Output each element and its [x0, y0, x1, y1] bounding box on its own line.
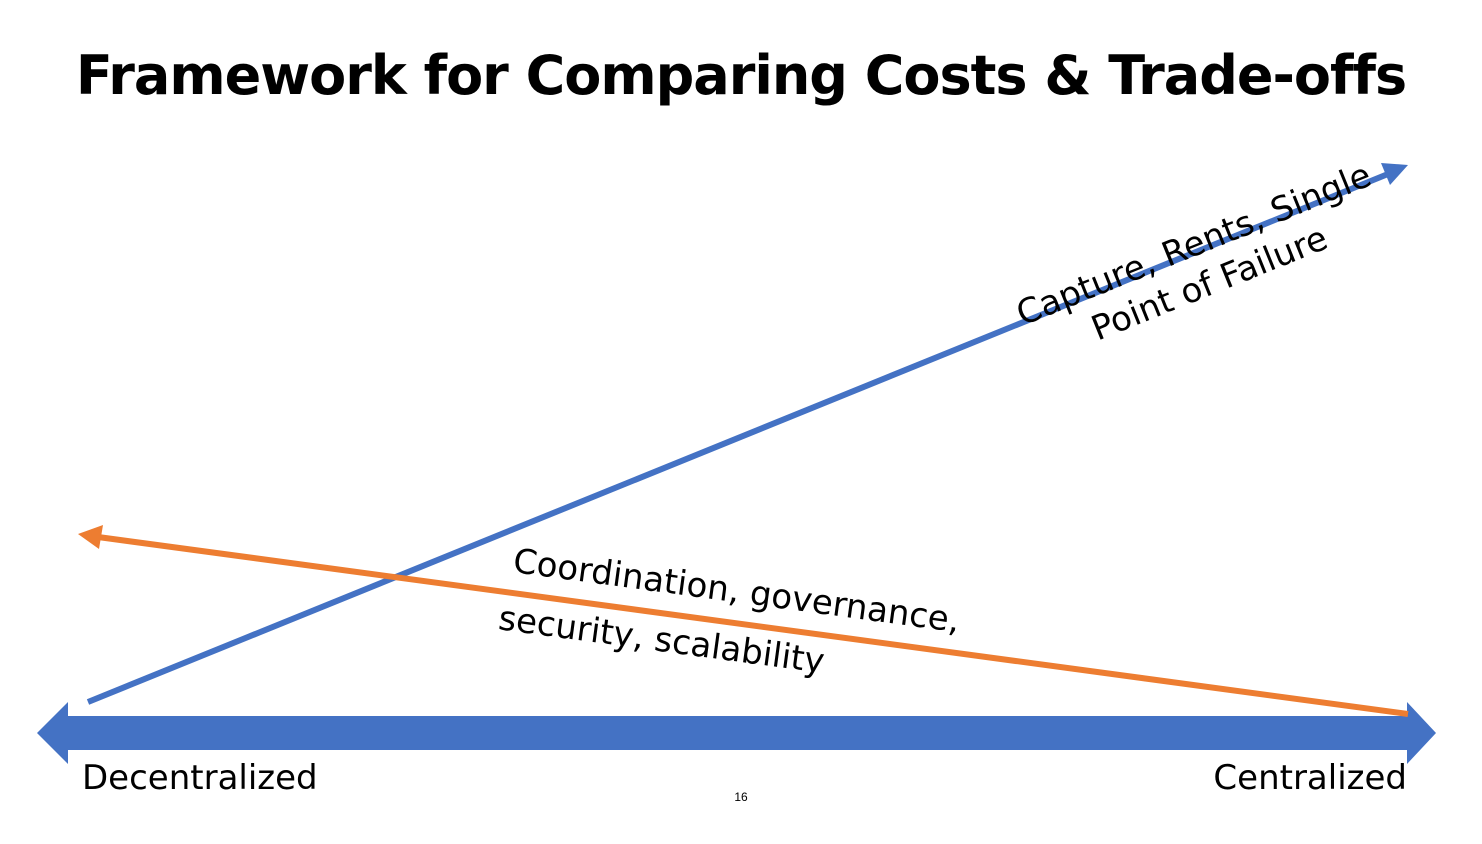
centralized-label: Centralized — [1213, 758, 1407, 798]
cost-rising-arrow-line — [86, 171, 1390, 705]
cost-falling-arrow-line — [97, 534, 1409, 717]
cost-rising-arrowhead — [1381, 163, 1408, 185]
page-number: 16 — [734, 790, 748, 804]
spectrum-axis-arrow — [37, 702, 1436, 764]
decentralized-label: Decentralized — [82, 758, 318, 798]
cost-falling-arrowhead — [78, 525, 103, 549]
slide-title: Framework for Comparing Costs & Trade-of… — [75, 44, 1407, 107]
